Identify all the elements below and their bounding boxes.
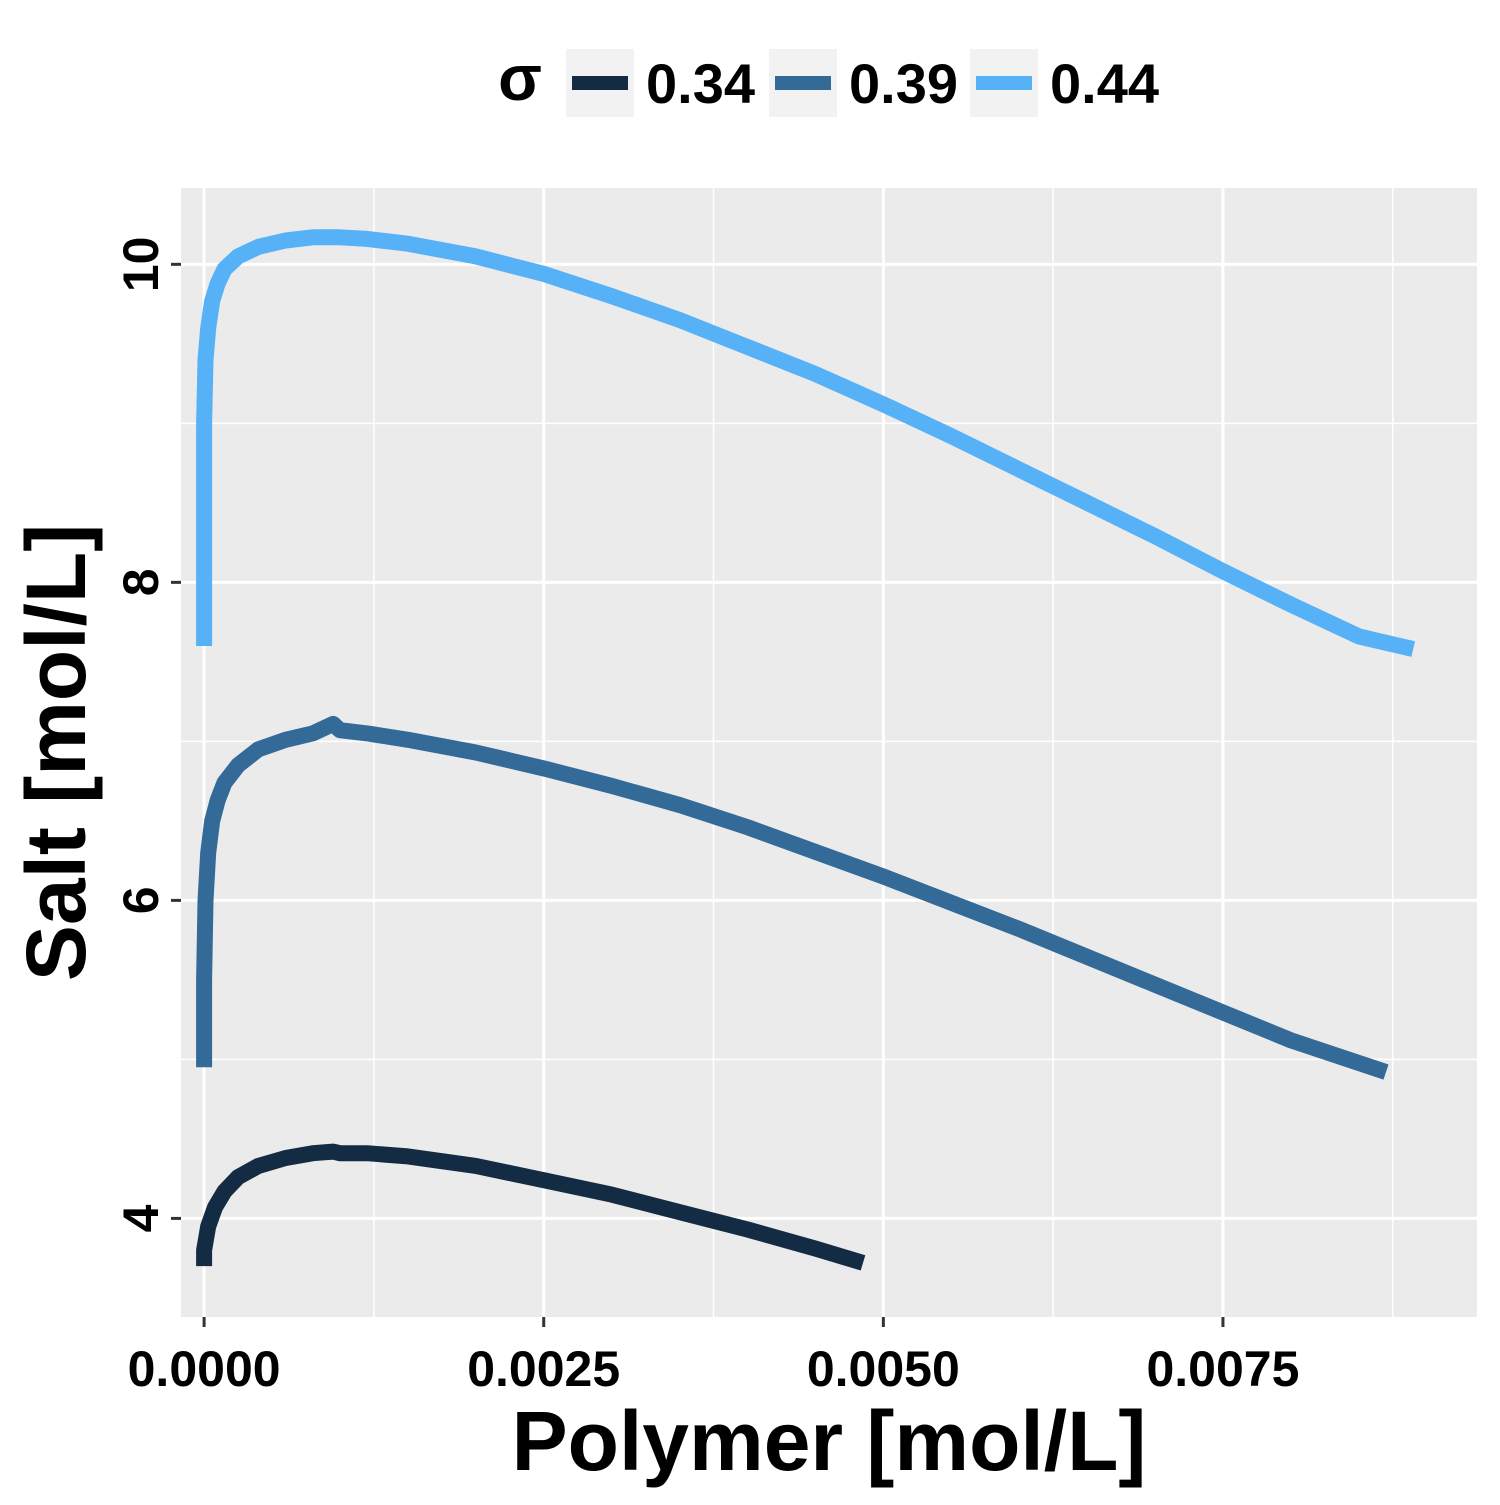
series-line-2	[196, 715, 1389, 1080]
axes: 0.0000 0.0025 0.0050 0.0075 4 6 8 10	[113, 237, 1299, 1397]
x-axis-title: Polymer [mol/L]	[512, 1394, 1147, 1488]
x-tick-label: 0.0025	[467, 1341, 620, 1397]
legend-title: σ	[498, 42, 542, 114]
y-tick-label: 4	[113, 1204, 169, 1232]
y-tick-label: 6	[113, 886, 169, 914]
series-line-1	[196, 1143, 866, 1271]
legend-label: 0.44	[1050, 52, 1159, 115]
x-tick-label: 0.0000	[128, 1341, 281, 1397]
legend-label: 0.39	[849, 52, 958, 115]
y-tick-label: 10	[113, 237, 169, 293]
x-tick-label: 0.0075	[1146, 1341, 1299, 1397]
series-lines	[196, 229, 1416, 1271]
grid	[181, 188, 1477, 1317]
y-axis-title: Salt [mol/L]	[9, 524, 103, 981]
x-tick-label: 0.0050	[807, 1341, 960, 1397]
series-line-3	[196, 229, 1416, 657]
legend: σ 0.34 0.39 0.44	[498, 42, 1159, 117]
legend-label: 0.34	[646, 52, 755, 115]
y-tick-label: 8	[113, 568, 169, 596]
